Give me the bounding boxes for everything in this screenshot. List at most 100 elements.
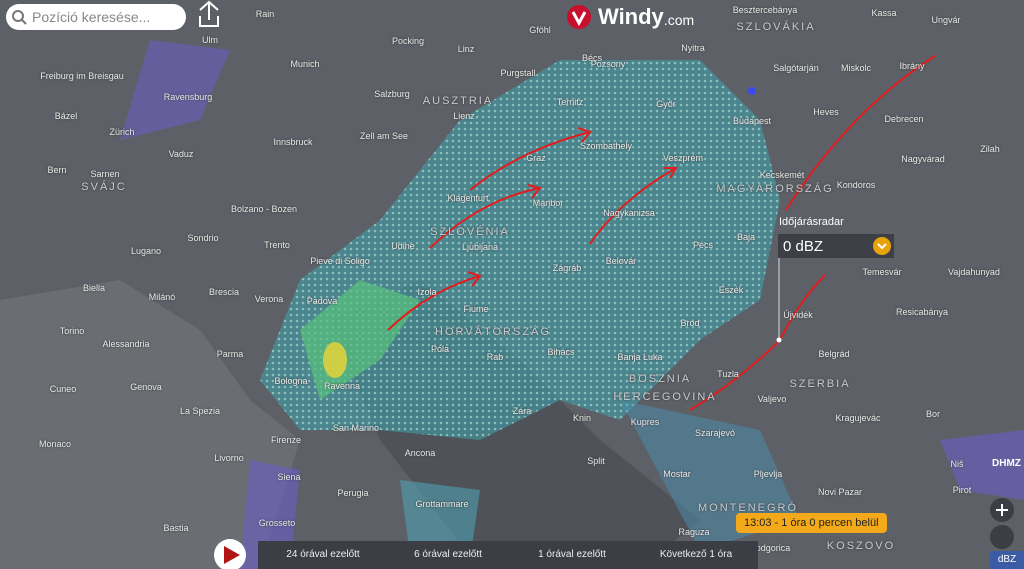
map-label: Grosseto	[258, 518, 296, 528]
map-label: Zilah	[980, 144, 1000, 154]
front-lines	[387, 55, 936, 411]
map-label: Belgrád	[818, 349, 850, 359]
map-label: Debrecen	[884, 114, 924, 124]
map-label: Bologna	[274, 376, 308, 386]
logo[interactable]: Windy. com	[566, 4, 694, 30]
map-label: Rab	[486, 352, 504, 362]
popup-title: Időjárásradar	[779, 216, 844, 228]
map-label: Sarnen	[90, 169, 120, 179]
search-box[interactable]: Pozíció keresése...	[6, 4, 186, 30]
radar-source: DHMZ	[992, 458, 1021, 469]
map-label: Klagenfurt	[447, 193, 489, 203]
map-label: Salzburg	[374, 89, 410, 99]
map-label: Bécs	[581, 53, 603, 63]
map-label: Eszék	[718, 285, 744, 295]
map-label: Ancona	[404, 448, 436, 458]
map-label: Maribor	[532, 198, 564, 208]
map-label: Siena	[277, 472, 301, 482]
map-label: Podgorica	[749, 543, 791, 553]
map-label: HORVÁTORSZÁG	[435, 326, 551, 338]
map-label: Freiburg im Breisgau	[40, 71, 124, 81]
map-label: Temesvár	[862, 267, 902, 277]
timeline-step[interactable]: 24 órával ezelőtt	[286, 549, 360, 560]
map-label: Innsbruck	[273, 137, 313, 147]
map-label: Sondrio	[187, 233, 219, 243]
map-label: Resicabánya	[895, 307, 949, 317]
map-label: Brescia	[208, 287, 240, 297]
radar-popup[interactable]: 0 dBZ	[778, 234, 894, 258]
radar-echo	[120, 40, 230, 140]
map-label: Zürich	[109, 127, 135, 137]
popup-value: 0 dBZ	[783, 237, 824, 255]
map-label: Perugia	[337, 488, 369, 498]
map-label: Purgstall	[500, 68, 536, 78]
timeline-step[interactable]: 6 órával ezelőtt	[414, 549, 482, 560]
map-label: Banja Luka	[617, 352, 663, 362]
map-label: Zára	[512, 406, 532, 416]
logo-suffix: com	[667, 12, 695, 28]
map-label: Novi Pazar	[817, 487, 863, 497]
map-label: Cuneo	[49, 384, 77, 394]
map-label: Ibrány	[899, 61, 925, 71]
map-label: Raguza	[678, 527, 710, 537]
weather-icon[interactable]	[990, 525, 1014, 549]
map-label: Biella	[82, 283, 106, 293]
play-icon[interactable]	[224, 546, 240, 564]
map-label: Budapest	[732, 116, 772, 126]
map-label: Kassa	[871, 8, 897, 18]
map-label: Szombathely	[579, 141, 633, 151]
map-label: Mostar	[663, 469, 691, 479]
timeline-step[interactable]: Következő 1 óra	[659, 549, 733, 560]
map-label: SZERBIA	[789, 378, 851, 390]
map-label: Szarajevó	[694, 428, 736, 438]
share-icon[interactable]	[199, 0, 219, 27]
timeline-step[interactable]: 1 órával ezelőtt	[538, 549, 606, 560]
map-label: KOSZOVO	[826, 540, 896, 552]
popup-pin	[776, 337, 782, 343]
map-label: SVÁJC	[81, 181, 127, 193]
map-label: Livorno	[214, 453, 244, 463]
map-label: SZLOVÁKIA	[736, 21, 816, 33]
map-label: Split	[587, 456, 605, 466]
map-label: Kondoros	[836, 180, 876, 190]
map-label: Belovár	[605, 256, 637, 266]
zoom-in-icon[interactable]	[996, 504, 1008, 516]
map-label: Trento	[264, 240, 290, 250]
map-label: Pieve di Soligo	[310, 256, 370, 266]
map-label: Tuzla	[717, 369, 739, 379]
map-label: Kupres	[630, 417, 660, 427]
popup-expand[interactable]	[872, 236, 892, 256]
map-label: Genova	[130, 382, 162, 392]
map-label: Monaco	[38, 439, 72, 449]
map-label: Ternitz	[556, 97, 584, 107]
map-label: BOSZNIA	[628, 373, 692, 385]
map-label: Padova	[306, 296, 338, 306]
map-label: Parma	[216, 349, 244, 359]
map-label: Bor	[925, 409, 941, 419]
logo-icon	[567, 5, 591, 29]
map-label: Gföhl	[529, 25, 551, 35]
map-label: Udine	[391, 241, 415, 251]
map-label: Miskolc	[840, 63, 872, 73]
unit-button[interactable]: dBZ	[990, 551, 1024, 569]
map-label: AUSZTRIA	[422, 95, 494, 107]
timeline[interactable]: 24 órával ezelőtt 6 órával ezelőtt 1 óráva…	[258, 541, 758, 569]
map-label: Lugano	[130, 246, 162, 256]
map-label: Zágráb	[552, 263, 582, 273]
map-label: Ljubljana	[461, 242, 499, 252]
map-label: Graz	[526, 153, 546, 163]
radar-echo	[620, 400, 800, 550]
map-label: Bern	[47, 165, 67, 175]
map-label: Pljevlja	[753, 469, 783, 479]
map-label: Pirot	[952, 485, 972, 495]
map-label: Heves	[813, 107, 839, 117]
map-label: Vajdahunyad	[948, 267, 1000, 277]
map-label: Bród	[680, 318, 700, 328]
map-label: Póla	[430, 344, 450, 354]
map-label: MAGYARORSZÁG	[716, 183, 834, 195]
map-label: La Spezia	[179, 406, 221, 416]
map-label: Bastia	[163, 523, 189, 533]
logo-name: Windy	[598, 4, 664, 29]
map-label: Bihács	[547, 347, 575, 357]
